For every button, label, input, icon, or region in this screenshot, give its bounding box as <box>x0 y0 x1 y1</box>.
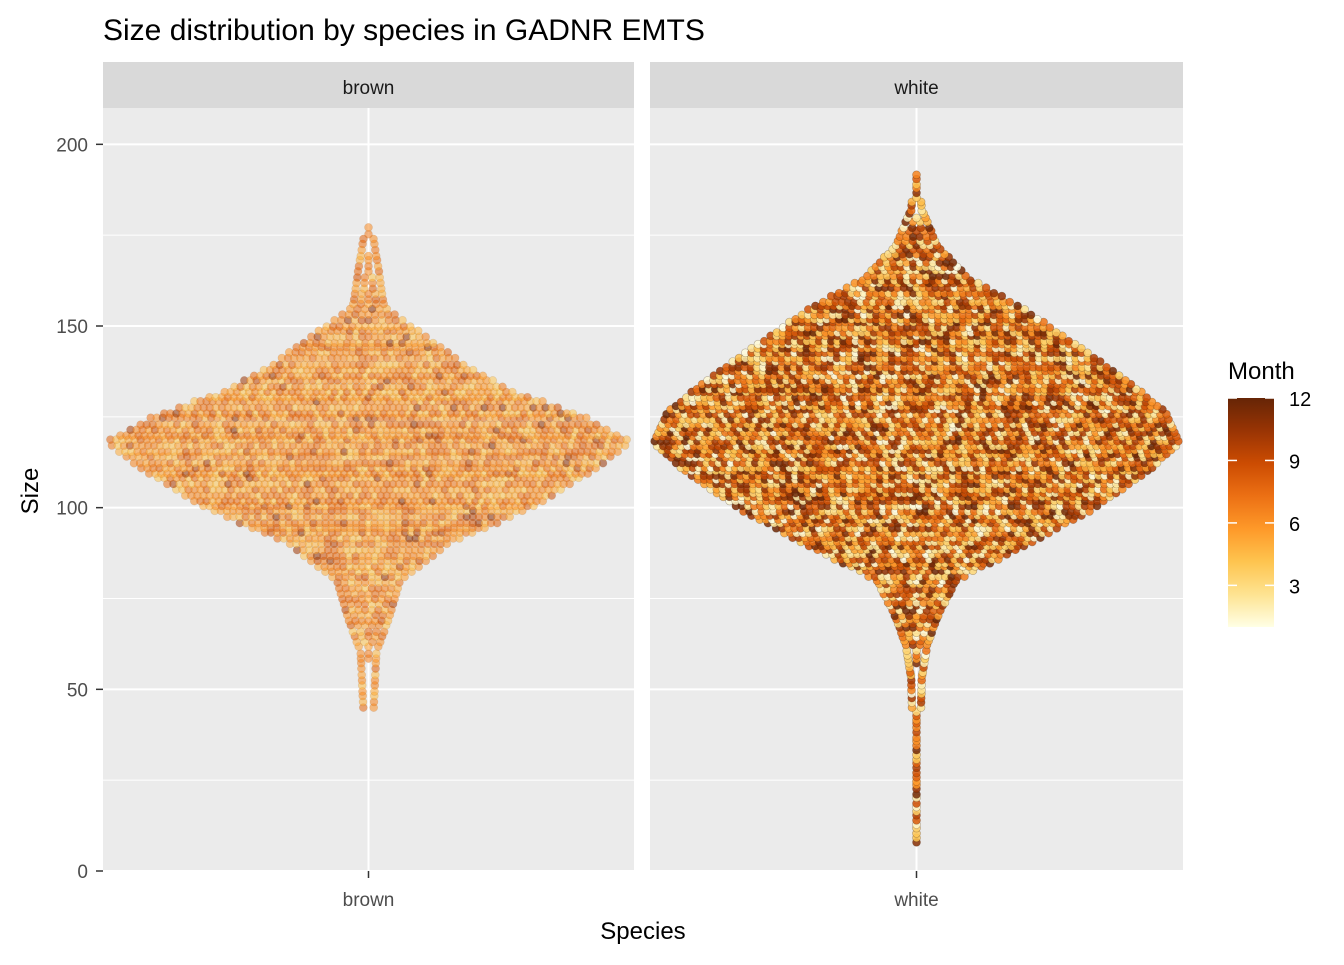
data-point <box>459 361 467 369</box>
data-point <box>603 426 611 434</box>
panel-brown: brown brown <box>103 62 634 911</box>
data-point <box>499 383 507 391</box>
data-point <box>399 316 407 324</box>
data-point <box>613 432 621 440</box>
chart-title: Size distribution by species in GADNR EM… <box>103 14 705 47</box>
data-point <box>623 436 631 444</box>
data-point <box>365 650 373 658</box>
data-point <box>508 388 516 396</box>
data-point <box>372 650 380 658</box>
data-point <box>451 354 459 362</box>
facet-strip-label: brown <box>343 78 395 99</box>
data-point <box>365 252 373 260</box>
data-point <box>524 393 532 401</box>
data-point <box>489 376 497 384</box>
data-point <box>365 223 373 231</box>
data-point <box>406 323 414 331</box>
data-point <box>582 414 590 422</box>
data-point <box>444 348 452 356</box>
data-point <box>592 421 600 429</box>
data-point <box>391 311 399 319</box>
data-point <box>479 372 487 380</box>
data-point <box>357 650 365 658</box>
data-point <box>469 366 477 374</box>
facet-strip-label: white <box>893 78 938 99</box>
data-point <box>422 333 430 341</box>
data-point <box>569 410 577 418</box>
data-point <box>436 343 444 351</box>
data-point <box>414 327 422 335</box>
x-tick-label: brown <box>343 890 395 911</box>
data-point <box>429 339 437 347</box>
data-point <box>539 397 547 405</box>
data-point <box>554 404 562 412</box>
